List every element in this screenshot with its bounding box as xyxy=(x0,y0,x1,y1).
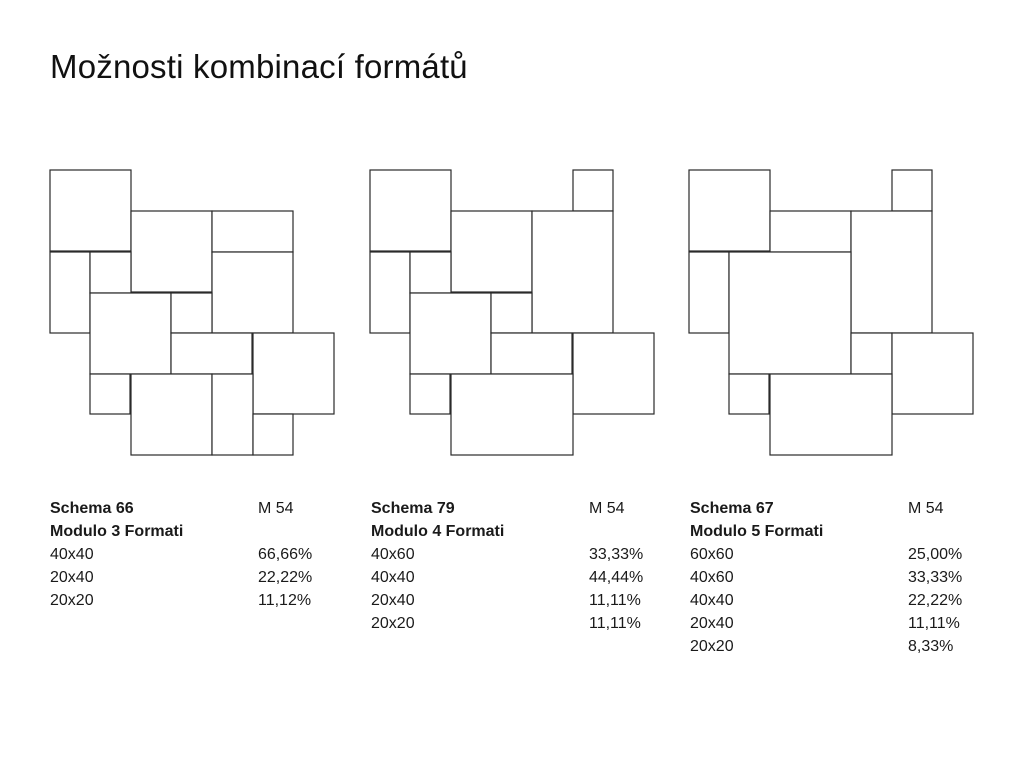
format-size: 40x40 xyxy=(371,569,415,586)
format-percent: 22,22% xyxy=(908,592,963,609)
format-size: 20x40 xyxy=(371,592,415,609)
tile xyxy=(211,210,294,253)
format-size: 60x60 xyxy=(690,546,734,563)
tile xyxy=(89,251,132,294)
schema-code: M 54 xyxy=(258,500,294,517)
format-size: 20x20 xyxy=(690,638,734,655)
tile-pattern-schema-66 xyxy=(49,169,335,456)
format-row: 40x40 66,66% xyxy=(50,543,330,566)
format-percent: 11,12% xyxy=(258,592,312,609)
tile xyxy=(211,373,254,456)
schema-info-79: Schema 79 M 54 Modulo 4 Formati 40x60 33… xyxy=(371,497,661,635)
tile xyxy=(211,251,294,334)
tile xyxy=(49,251,91,334)
schema-name: Schema 66 xyxy=(50,500,134,517)
format-percent: 33,33% xyxy=(908,569,963,586)
tile-pattern-schema-79 xyxy=(369,169,655,456)
format-row: 20x20 11,12% xyxy=(50,589,330,612)
tile xyxy=(490,332,573,375)
format-row: 40x60 33,33% xyxy=(690,566,980,589)
format-row: 20x40 22,22% xyxy=(50,566,330,589)
tile xyxy=(89,373,131,415)
tile xyxy=(170,332,253,375)
format-size: 40x40 xyxy=(50,546,94,563)
format-size: 40x60 xyxy=(690,569,734,586)
schema-modulo: Modulo 5 Formati xyxy=(690,523,824,540)
schema-info-67: Schema 67 M 54 Modulo 5 Formati 60x60 25… xyxy=(690,497,980,658)
tile-pattern-diagram-schema-67 xyxy=(687,160,987,470)
tile xyxy=(49,169,132,252)
tile xyxy=(891,169,933,212)
tile xyxy=(891,332,974,415)
format-size: 20x40 xyxy=(50,569,94,586)
tile xyxy=(450,210,533,293)
format-row: 20x20 8,33% xyxy=(690,635,980,658)
format-row: 40x40 22,22% xyxy=(690,589,980,612)
tile xyxy=(450,373,574,456)
format-row: 60x60 25,00% xyxy=(690,543,980,566)
format-percent: 66,66% xyxy=(258,546,313,563)
tile xyxy=(409,251,452,294)
tile xyxy=(688,169,771,252)
schema-code: M 54 xyxy=(908,500,944,517)
tile xyxy=(252,332,335,415)
schema-name: Schema 79 xyxy=(371,500,455,517)
tile xyxy=(531,210,614,334)
tile xyxy=(252,413,294,456)
format-size: 40x40 xyxy=(690,592,734,609)
tile xyxy=(369,251,411,334)
page-title: Možnosti kombinací formátů xyxy=(50,48,468,85)
format-row: 20x40 11,11% xyxy=(371,589,661,612)
format-percent: 33,33% xyxy=(589,546,644,563)
format-row: 20x20 11,11% xyxy=(371,612,661,635)
tile xyxy=(572,332,655,415)
tile xyxy=(170,292,213,334)
tile xyxy=(769,373,893,456)
format-percent: 22,22% xyxy=(258,569,313,586)
tile-pattern-diagram-schema-66 xyxy=(48,160,348,470)
format-size: 20x40 xyxy=(690,615,734,632)
format-size: 40x60 xyxy=(371,546,415,563)
schema-code: M 54 xyxy=(589,500,625,517)
schema-info-66: Schema 66 M 54 Modulo 3 Formati 40x40 66… xyxy=(50,497,330,612)
format-percent: 8,33% xyxy=(908,638,954,655)
tile xyxy=(490,292,533,334)
format-size: 20x20 xyxy=(50,592,94,609)
tile xyxy=(769,210,852,253)
tile-pattern-schema-67 xyxy=(688,169,974,456)
schema-modulo: Modulo 3 Formati xyxy=(50,523,184,540)
format-row: 40x60 33,33% xyxy=(371,543,661,566)
format-percent: 44,44% xyxy=(589,569,644,586)
tile xyxy=(369,169,452,252)
format-percent: 11,11% xyxy=(589,615,641,632)
format-percent: 11,11% xyxy=(589,592,641,609)
format-percent: 25,00% xyxy=(908,546,963,563)
schema-modulo: Modulo 4 Formati xyxy=(371,523,505,540)
schema-name: Schema 67 xyxy=(690,500,774,517)
tile xyxy=(688,251,730,334)
tile xyxy=(572,169,614,212)
tile xyxy=(728,251,852,375)
tile xyxy=(850,332,893,375)
format-size: 20x20 xyxy=(371,615,415,632)
tile-pattern-diagram-schema-79 xyxy=(368,160,668,470)
format-row: 40x40 44,44% xyxy=(371,566,661,589)
tile xyxy=(409,292,492,375)
tile xyxy=(409,373,451,415)
format-row: 20x40 11,11% xyxy=(690,612,980,635)
tile xyxy=(850,210,933,334)
tile xyxy=(130,373,213,456)
format-percent: 11,11% xyxy=(908,615,960,632)
tile xyxy=(130,210,213,293)
tile xyxy=(728,373,770,415)
tile xyxy=(89,292,172,375)
